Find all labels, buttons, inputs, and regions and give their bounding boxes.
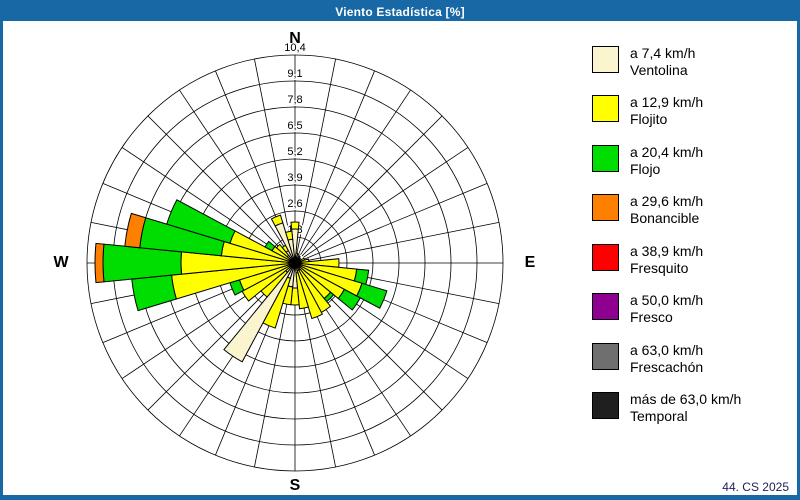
petal-segment-flojito xyxy=(296,269,324,320)
grid-spoke xyxy=(254,58,294,254)
window-title-bar: Viento Estadística [%] xyxy=(3,3,797,21)
legend-name-label: Flojito xyxy=(630,111,668,127)
grid-spoke xyxy=(304,222,500,262)
legend-speed-label: a 12,9 km/h xyxy=(630,94,704,110)
petal-segment-flojito xyxy=(297,256,302,261)
cardinal-label-north: N xyxy=(289,30,301,47)
legend-speed-label: a 7,4 km/h xyxy=(630,45,696,61)
legend-name-label: Ventolina xyxy=(630,62,688,78)
legend-item-flojito: a 12,9 km/h Flojito xyxy=(592,94,792,142)
petal-segment-bonancible xyxy=(94,242,105,284)
petal-segment-flojito xyxy=(285,230,294,241)
grid-spoke xyxy=(254,272,294,468)
legend-swatch-temporal xyxy=(592,392,619,419)
legend-swatch-bonancible xyxy=(592,194,619,221)
legend-speed-label: a 29,6 km/h xyxy=(630,193,704,209)
legend-speed-label: a 50,0 km/h xyxy=(630,292,704,308)
window-title: Viento Estadística [%] xyxy=(335,5,465,19)
wind-rose-chart: 1,32,63,95,26,57,89,110,4 xyxy=(86,41,504,472)
petal-segment-flojo xyxy=(356,282,388,309)
ring-value-label: 3,9 xyxy=(287,172,302,184)
petal-segment-flojito xyxy=(297,255,301,260)
ring-value-label: 2,6 xyxy=(287,198,302,210)
legend-speed-label: más de 63,0 km/h xyxy=(630,391,742,407)
legend-name-label: Bonancible xyxy=(630,210,700,226)
legend-item-fresquito: a 38,9 km/h Fresquito xyxy=(592,243,792,291)
grid-spoke xyxy=(296,58,336,254)
footer-credit: 44. CS 2025 xyxy=(722,480,789,494)
legend-name-label: Flojo xyxy=(630,161,661,177)
petal-segment-flojito xyxy=(270,214,284,227)
grid-spoke xyxy=(121,147,287,258)
grid-spoke xyxy=(298,70,375,254)
petal-segment-flojo xyxy=(131,274,177,312)
legend-speed-label: a 63,0 km/h xyxy=(630,342,704,358)
legend-name-label: Frescachón xyxy=(630,359,704,375)
ring-value-label: 7,8 xyxy=(287,94,302,106)
legend-item-fresco: a 50,0 km/h Fresco xyxy=(592,292,792,340)
legend-swatch-ventolina xyxy=(592,46,619,73)
petal-segment-bonancible xyxy=(124,212,147,249)
grid-spoke xyxy=(304,183,488,260)
legend-item-bonancible: a 29,6 km/h Bonancible xyxy=(592,193,792,241)
grid-spoke xyxy=(147,115,289,257)
petal-segment-flojo xyxy=(337,288,361,311)
legend-swatch-flojo xyxy=(592,145,619,172)
legend-name-label: Temporal xyxy=(630,408,688,424)
legend-speed-label: a 20,4 km/h xyxy=(630,144,704,160)
petal-segment-flojo xyxy=(166,199,236,244)
legend-speed-label: a 38,9 km/h xyxy=(630,243,704,259)
legend-item-frescachon: a 63,0 km/h Frescachón xyxy=(592,342,792,390)
cardinal-label-west: W xyxy=(53,254,69,271)
wind-rose-petals xyxy=(94,199,388,363)
legend-swatch-fresquito xyxy=(592,244,619,271)
grid-spoke xyxy=(303,147,469,258)
petal-segment-flojo xyxy=(264,240,276,252)
legend-swatch-flojito xyxy=(592,95,619,122)
legend-swatch-frescachon xyxy=(592,343,619,370)
petal-segment-flojito xyxy=(275,243,290,258)
rose-center-hub xyxy=(290,258,300,268)
ring-value-label: 10,4 xyxy=(284,42,305,54)
cardinal-label-east: E xyxy=(524,254,536,271)
grid-spoke xyxy=(179,89,290,255)
legend-item-flojo: a 20,4 km/h Flojo xyxy=(592,144,792,192)
legend-name-label: Fresco xyxy=(630,309,673,325)
cardinal-label-south: S xyxy=(289,477,301,494)
ring-value-label: 6,5 xyxy=(287,120,302,132)
legend-item-ventolina: a 7,4 km/h Ventolina xyxy=(592,45,792,93)
grid-spoke xyxy=(301,115,443,257)
legend-item-temporal: más de 63,0 km/h Temporal xyxy=(592,391,792,439)
grid-spoke xyxy=(300,89,411,255)
petal-segment-flojito xyxy=(290,221,300,230)
legend-name-label: Fresquito xyxy=(630,260,689,276)
legend-swatch-fresco xyxy=(592,293,619,320)
petal-segment-ventolina xyxy=(223,262,296,363)
ring-value-label: 5,2 xyxy=(287,146,302,158)
ring-value-label: 9,1 xyxy=(287,68,302,80)
